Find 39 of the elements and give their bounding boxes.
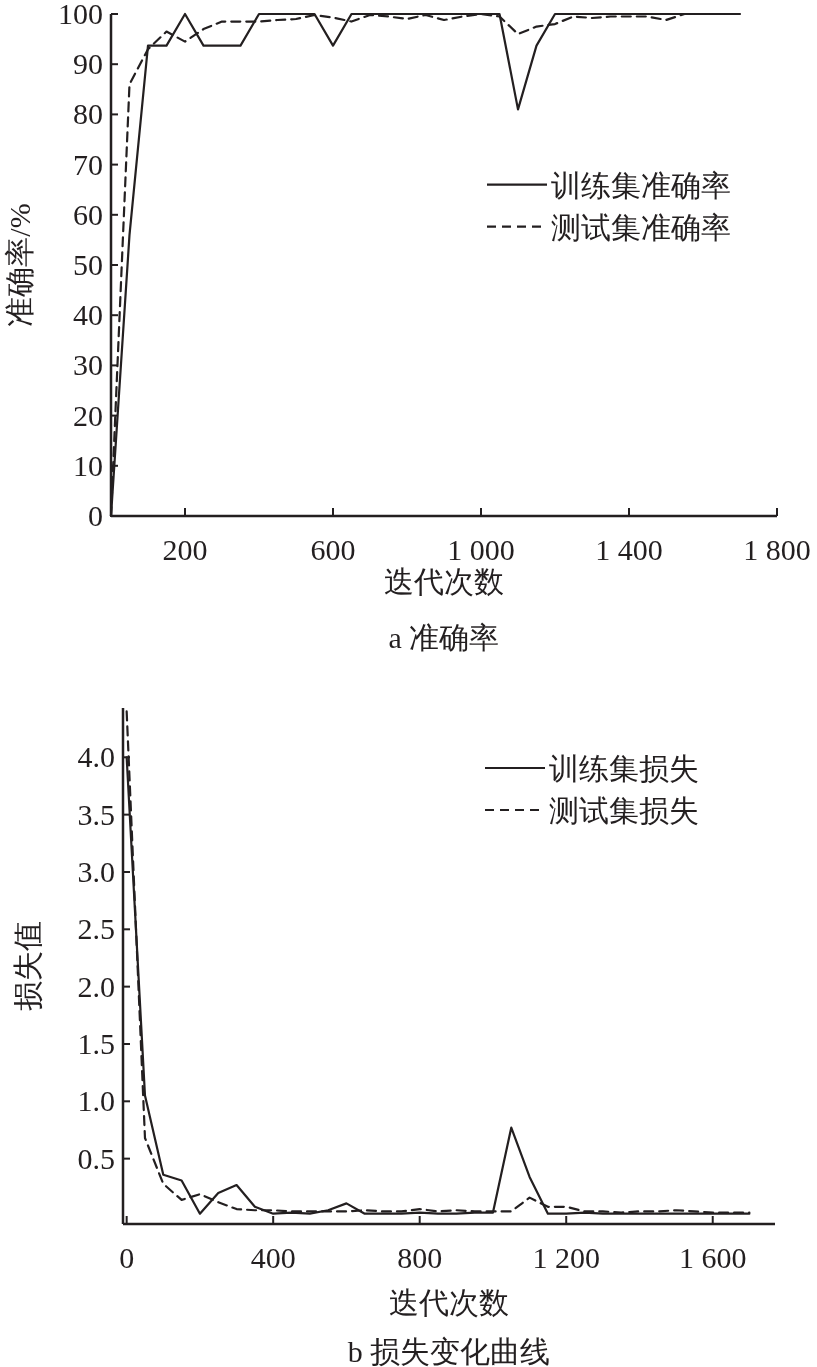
x-tick-label: 800 [397, 1241, 443, 1274]
y-tick-label: 60 [73, 197, 103, 231]
x-axis-title: 迭代次数 [389, 1286, 509, 1319]
legend-label: 测试集准确率 [551, 210, 731, 244]
y-tick-label: 80 [73, 97, 103, 131]
x-tick-label: 1 800 [743, 533, 811, 566]
legend-label: 测试集损失 [549, 794, 699, 827]
x-tick-label: 1 600 [678, 1241, 747, 1274]
x-tick-label: 600 [310, 533, 356, 566]
y-tick-label: 1.0 [77, 1084, 115, 1118]
y-axis-title: 损失值 [11, 921, 44, 1011]
x-tick-label: 0 [119, 1241, 135, 1274]
y-tick-label: 0 [88, 499, 103, 532]
x-axis-title: 迭代次数 [384, 565, 504, 598]
y-axis-title: 准确率/% [3, 203, 36, 327]
text: b 损失变化曲线 [347, 1335, 551, 1367]
y-tick-label: 10 [73, 448, 103, 482]
x-tick-label: 200 [162, 533, 208, 566]
y-tick-label: 30 [73, 348, 103, 382]
y-tick-label: 90 [73, 47, 103, 81]
y-tick-label: 50 [73, 248, 103, 281]
x-tick-label: 400 [250, 1241, 296, 1274]
y-tick-label: 40 [73, 298, 103, 332]
y-tick-label: 3.0 [77, 854, 115, 888]
y-tick-label: 100 [58, 0, 103, 30]
y-tick-label: 0.5 [77, 1141, 115, 1175]
x-tick-label: 1 000 [447, 533, 515, 566]
y-tick-label: 20 [73, 398, 103, 432]
y-tick-label: 70 [73, 147, 103, 181]
legend-label: 训练集损失 [549, 752, 699, 785]
y-tick-label: 2.0 [77, 969, 115, 1003]
y-tick-label: 4.0 [77, 740, 115, 774]
y-tick-label: 1.5 [77, 1026, 115, 1060]
y-tick-label: 3.5 [77, 797, 115, 831]
y-tick-label: 2.5 [77, 912, 115, 946]
x-tick-label: 1 200 [532, 1241, 600, 1274]
x-tick-label: 1 400 [595, 533, 663, 566]
text: a 准确率 [388, 621, 500, 654]
legend-label: 训练集准确率 [551, 168, 731, 202]
